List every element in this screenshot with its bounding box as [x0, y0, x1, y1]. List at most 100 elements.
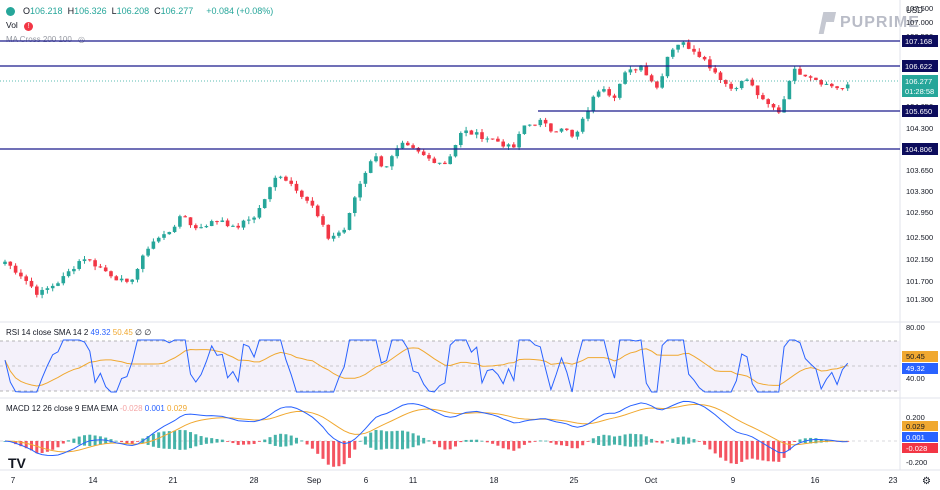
price-tick-label: 103.650: [906, 166, 933, 175]
candle-body: [225, 220, 230, 227]
candle-body: [660, 76, 664, 88]
macd-tag-label: 0.029: [906, 422, 925, 431]
macd-histogram-bar: [687, 437, 691, 444]
candle-body: [220, 220, 225, 222]
macd-histogram-bar: [840, 441, 844, 442]
candle-body: [755, 85, 760, 96]
candle-body: [792, 68, 797, 81]
tradingview-logo: TV: [8, 455, 26, 471]
macd-histogram-bar: [348, 441, 351, 458]
candle-body: [231, 225, 235, 227]
time-tick-label: 18: [490, 476, 499, 485]
macd-tag-label: 0.001: [906, 433, 925, 442]
settings-gear-icon[interactable]: ⚙: [922, 476, 931, 487]
candle-body: [538, 119, 543, 126]
price-tick-label: 102.500: [906, 233, 933, 242]
macd-histogram-bar: [326, 441, 330, 465]
macd-histogram-bar: [284, 434, 288, 447]
rsi-legend-value: 49.32: [90, 328, 111, 337]
macd-histogram-bar: [30, 441, 33, 451]
macd-histogram-bar: [766, 441, 770, 462]
candle-body: [141, 255, 145, 269]
candle-body: [623, 72, 627, 84]
macd-histogram-bar: [401, 430, 404, 450]
macd-histogram-bar: [210, 438, 214, 444]
macd-histogram-bar: [729, 441, 733, 464]
macd-histogram-bar: [724, 441, 728, 461]
candle-body: [331, 235, 336, 239]
time-tick-label: 25: [570, 476, 579, 485]
candle-body: [151, 241, 156, 249]
macd-histogram-bar: [830, 440, 834, 442]
candle-body: [109, 271, 113, 277]
macd-histogram-bar: [427, 440, 431, 442]
macd-histogram-bar: [125, 441, 129, 444]
macd-histogram-bar: [173, 430, 177, 450]
candle-body: [395, 148, 399, 157]
ohlc-values: O106.218 H106.326 L106.208 C106.277: [23, 6, 198, 16]
macd-hist-legend-value: -0.028: [119, 404, 143, 413]
candle-body: [72, 268, 76, 272]
macd-histogram-bar: [83, 435, 86, 446]
candle-body: [570, 129, 574, 137]
macd-histogram-bar: [411, 433, 415, 448]
candle-body: [676, 44, 680, 50]
price-tick-label: 103.950: [906, 145, 933, 154]
candle-body: [501, 141, 505, 147]
macd-histogram-bar: [581, 441, 585, 446]
candle-body: [50, 285, 55, 289]
candle-body: [66, 271, 71, 277]
candle-body: [602, 89, 606, 92]
candle-body: [241, 220, 246, 228]
rsi-ma-legend-value: 50.45: [112, 328, 133, 337]
macd-tick-label: -0.200: [906, 458, 927, 467]
macd-histogram-bar: [512, 441, 516, 451]
macd-legend[interactable]: MACD 12 26 close 9 EMA EMA -0.028 0.001 …: [6, 404, 187, 413]
candle-body: [125, 278, 129, 282]
candle-body: [527, 124, 532, 126]
volume-row[interactable]: Vol !: [6, 20, 34, 31]
macd-histogram-bar: [803, 438, 807, 444]
candle-body: [686, 42, 691, 49]
macd-histogram-bar: [279, 433, 283, 447]
macd-histogram-bar: [528, 441, 532, 443]
candle-body: [156, 237, 161, 242]
candle-body: [188, 217, 193, 226]
candle-body: [607, 89, 611, 96]
macd-histogram-bar: [72, 438, 76, 443]
rsi-tag: [902, 363, 938, 374]
candle-body: [130, 279, 134, 282]
macd-histogram-bar: [353, 441, 357, 450]
candle-body: [289, 180, 293, 184]
rsi-legend[interactable]: RSI 14 close SMA 14 2 49.32 50.45 ∅ ∅: [6, 328, 151, 337]
macd-histogram-bar: [819, 438, 823, 443]
macd-histogram-bar: [204, 437, 208, 444]
macd-histogram-bar: [798, 439, 802, 443]
price-tick-label: 101.300: [906, 295, 933, 304]
candle-body: [787, 80, 792, 100]
candle-body: [580, 118, 585, 132]
macd-histogram-bar: [77, 436, 81, 445]
candle-body: [114, 276, 119, 281]
macd-histogram-bar: [591, 438, 595, 444]
rsi-tag-label: 49.32: [906, 364, 925, 373]
candle-body: [315, 205, 320, 217]
candle-body: [565, 128, 569, 130]
ma-cross-legend[interactable]: MA Cross 200 100 ◎: [6, 35, 85, 44]
macd-histogram-bar: [655, 441, 659, 443]
eye-hidden-icon[interactable]: ◎: [78, 35, 86, 44]
macd-histogram-bar: [507, 441, 510, 450]
candle-body: [416, 147, 421, 152]
level-tag: [902, 105, 938, 117]
macd-histogram-bar: [257, 441, 261, 442]
macd-histogram-bar: [406, 431, 410, 449]
symbol-status-icon: [6, 6, 15, 16]
macd-histogram-bar: [809, 437, 813, 444]
macd-histogram-bar: [750, 441, 754, 459]
candle-body: [56, 283, 60, 286]
rsi-legend-empty-1: ∅: [135, 328, 142, 337]
macd-histogram-bar: [40, 441, 44, 454]
warning-icon[interactable]: !: [24, 22, 34, 31]
